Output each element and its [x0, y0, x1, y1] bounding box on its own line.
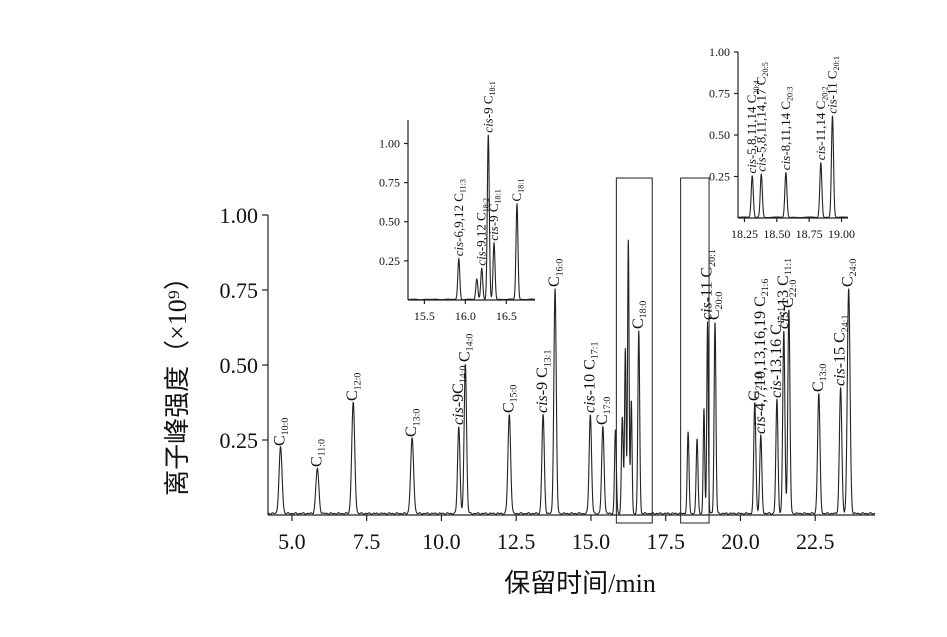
main-x-tick-label: 12.5	[497, 529, 536, 554]
main-y-tick-label: 1.00	[220, 203, 259, 228]
main-zoom-box	[680, 177, 710, 524]
inset2-x-tick-label: 18.75	[796, 227, 823, 241]
inset2-peak-label: cis-11 C20:1	[825, 56, 842, 114]
main-peak-label: cis-4,7,10,13,16,19 C21:6	[752, 279, 771, 434]
main-peak-label: C22:0	[780, 280, 799, 308]
inset2-x-tick-label: 18.25	[731, 227, 758, 241]
main-zoom-box	[615, 177, 653, 524]
inset2-peak-label: cis-8,11,14 C20:3	[778, 87, 795, 171]
inset1-peak-label: cis-6,9,12 C11:3	[451, 179, 468, 256]
main-y-tick-label: 0.50	[220, 353, 259, 378]
main-peak-label: cis-9 C13:1	[534, 350, 553, 413]
inset1-y-tick-label: 1.00	[379, 136, 400, 150]
main-peak-label: C11:0	[308, 439, 327, 467]
inset1-peak-label: cis-9 C18:1	[486, 189, 503, 241]
main-peak-label: cis-10 C17:1	[581, 342, 600, 413]
inset-chromatogram-c20: 18.25 18.50 18.75 19.00 0.25 0.50 0.75 1.00 cis-…	[709, 45, 855, 241]
main-peak-label: C21:0	[746, 373, 765, 401]
main-peak-label: C14:0	[456, 334, 475, 362]
inset1-y-tick-label: 0.50	[379, 215, 400, 229]
inset1-x-tick-label: 15.5	[414, 309, 435, 323]
inset2-y-tick-label: 1.00	[709, 45, 730, 59]
main-x-tick-label: 5.0	[278, 529, 306, 554]
inset1-x-tick-label: 16.0	[455, 309, 476, 323]
inset2-peak-label: cis-5,8,11,14 C20:4	[744, 80, 761, 173]
inset1-peak-label: C18:1	[509, 179, 526, 202]
inset2-y-tick-label: 0.50	[709, 128, 730, 142]
main-x-tick-label: 17.5	[646, 529, 685, 554]
main-peak-label: C13:0	[810, 364, 829, 392]
inset1-x-tick-label: 16.5	[496, 309, 517, 323]
inset1-peak-label: cis-9 C18:1	[480, 81, 497, 133]
main-peak-label: cis-11 C20:1	[699, 249, 718, 320]
inset2-y-tick-label: 0.25	[709, 170, 730, 184]
main-peak-label: C16:0	[546, 259, 565, 287]
main-trace	[267, 239, 876, 515]
main-x-tick-label: 20.0	[721, 529, 760, 554]
main-x-tick-label: 10.0	[422, 529, 461, 554]
inset1-y-tick-label: 0.25	[379, 254, 400, 268]
inset2-x-tick-label: 18.50	[763, 227, 790, 241]
main-peak-label: C17:0	[594, 397, 613, 425]
main-x-tick-label: 22.5	[796, 529, 835, 554]
inset2-y-tick-label: 0.75	[709, 87, 730, 101]
inset2-x-tick-label: 19.00	[828, 227, 855, 241]
main-peak-label: C15:0	[500, 385, 519, 413]
main-x-tick-label: 15.0	[572, 529, 611, 554]
inset2-peak-label: cis-5,8,11,14,17 C20:5	[753, 62, 770, 172]
y-axis-title: 离子峰强度（×10⁹）	[163, 264, 192, 496]
x-axis-title: 保留时间/min	[504, 569, 656, 598]
inset1-trace	[408, 134, 536, 301]
main-peak-label: C18:0	[630, 301, 649, 329]
main-peak-label: cis-9C14:0	[450, 366, 469, 425]
main-peak-label: C13:0	[403, 409, 422, 437]
main-peak-label: cis-13,16 C11:1	[768, 307, 787, 398]
main-peak-label: cis-13 C11:1	[775, 258, 794, 329]
main-chromatogram: 5.0 7.5 10.0 12.5 15.0 17.5 20.0 22.5 0.25 0.50 0.…	[163, 177, 876, 598]
inset1-y-tick-label: 0.75	[379, 176, 400, 190]
main-y-tick-label: 0.25	[220, 428, 259, 453]
inset2-trace	[737, 115, 849, 219]
main-y-tick-label: 0.75	[220, 278, 259, 303]
main-peak-label: C10:0	[272, 418, 291, 446]
main-x-tick-label: 7.5	[353, 529, 381, 554]
main-peak-label: C24:0	[840, 259, 859, 287]
main-peak-label: cis-15 C24:1	[832, 315, 851, 386]
inset1-peak-label: cis-9,12 C18:2	[474, 198, 491, 266]
main-peak-label: C12:0	[344, 373, 363, 401]
main-peak-label: C20:0	[706, 292, 725, 320]
inset-chromatogram-c18: 15.5 16.0 16.5 0.25 0.50 0.75 1.00 cis-6,9,12 C…	[379, 81, 536, 323]
inset2-peak-label: cis-11,14 C20:2	[813, 86, 830, 160]
